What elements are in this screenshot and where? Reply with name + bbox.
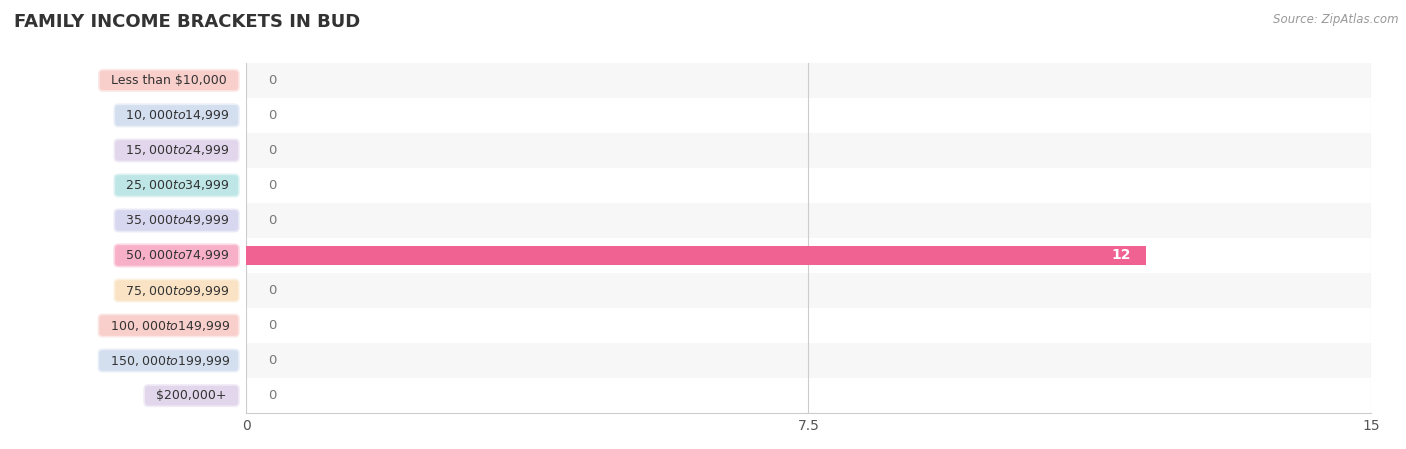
Bar <box>246 98 1371 133</box>
Bar <box>246 273 1371 308</box>
Text: 0: 0 <box>269 354 277 367</box>
Text: 0: 0 <box>269 284 277 297</box>
Bar <box>246 203 1371 238</box>
Bar <box>246 168 1371 203</box>
Text: 0: 0 <box>269 144 277 157</box>
Bar <box>246 308 1371 343</box>
Text: $100,000 to $149,999: $100,000 to $149,999 <box>103 318 235 333</box>
Bar <box>246 378 1371 413</box>
Text: $200,000+: $200,000+ <box>148 389 235 402</box>
Text: $150,000 to $199,999: $150,000 to $199,999 <box>103 353 235 368</box>
Text: 0: 0 <box>269 214 277 227</box>
Bar <box>246 133 1371 168</box>
Text: 0: 0 <box>269 109 277 122</box>
Bar <box>246 343 1371 378</box>
Text: 0: 0 <box>269 319 277 332</box>
Bar <box>246 246 1146 265</box>
Text: $75,000 to $99,999: $75,000 to $99,999 <box>118 283 235 298</box>
Text: FAMILY INCOME BRACKETS IN BUD: FAMILY INCOME BRACKETS IN BUD <box>14 13 360 31</box>
Text: $25,000 to $34,999: $25,000 to $34,999 <box>118 178 235 193</box>
Text: 0: 0 <box>269 389 277 402</box>
Text: $10,000 to $14,999: $10,000 to $14,999 <box>118 108 235 123</box>
Text: 12: 12 <box>1111 248 1130 263</box>
Bar <box>246 63 1371 98</box>
Text: $50,000 to $74,999: $50,000 to $74,999 <box>118 248 235 263</box>
Text: Source: ZipAtlas.com: Source: ZipAtlas.com <box>1274 13 1399 26</box>
Text: $35,000 to $49,999: $35,000 to $49,999 <box>118 213 235 228</box>
Text: 0: 0 <box>269 74 277 87</box>
Text: 0: 0 <box>269 179 277 192</box>
Text: Less than $10,000: Less than $10,000 <box>103 74 235 87</box>
Bar <box>246 238 1371 273</box>
Text: $15,000 to $24,999: $15,000 to $24,999 <box>118 143 235 158</box>
